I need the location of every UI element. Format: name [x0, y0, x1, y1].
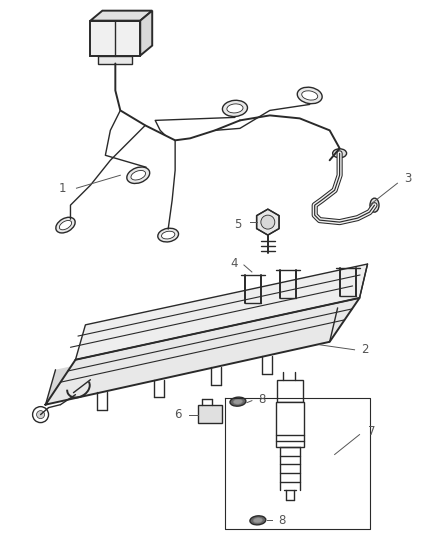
Text: 5: 5 — [234, 217, 241, 231]
Bar — [275, 402, 303, 447]
Text: 4: 4 — [230, 256, 237, 270]
Ellipse shape — [253, 518, 262, 523]
Text: 3: 3 — [403, 172, 410, 185]
Ellipse shape — [249, 516, 265, 525]
Ellipse shape — [301, 91, 317, 100]
Bar — [98, 55, 132, 63]
Text: 7: 7 — [367, 425, 374, 438]
Text: 1: 1 — [59, 182, 66, 195]
Ellipse shape — [157, 228, 178, 242]
Text: 2: 2 — [360, 343, 367, 356]
Circle shape — [36, 410, 44, 418]
Ellipse shape — [332, 149, 346, 158]
Text: 8: 8 — [278, 514, 285, 527]
Ellipse shape — [131, 171, 145, 180]
Ellipse shape — [161, 231, 174, 239]
Ellipse shape — [230, 397, 245, 406]
Bar — [276, 379, 302, 402]
Circle shape — [32, 407, 49, 423]
Ellipse shape — [222, 100, 247, 117]
Polygon shape — [75, 264, 367, 360]
Polygon shape — [46, 308, 337, 405]
Polygon shape — [256, 209, 279, 235]
Polygon shape — [90, 11, 152, 21]
Text: 8: 8 — [258, 393, 265, 406]
Ellipse shape — [59, 221, 71, 230]
Polygon shape — [140, 11, 152, 55]
Circle shape — [260, 215, 274, 229]
Ellipse shape — [127, 167, 149, 183]
Ellipse shape — [56, 217, 75, 233]
Polygon shape — [46, 298, 359, 405]
Bar — [198, 405, 222, 423]
Text: 6: 6 — [174, 408, 181, 421]
Bar — [90, 21, 140, 55]
Ellipse shape — [233, 399, 242, 404]
Ellipse shape — [226, 104, 243, 113]
Ellipse shape — [297, 87, 321, 104]
Ellipse shape — [369, 198, 378, 212]
